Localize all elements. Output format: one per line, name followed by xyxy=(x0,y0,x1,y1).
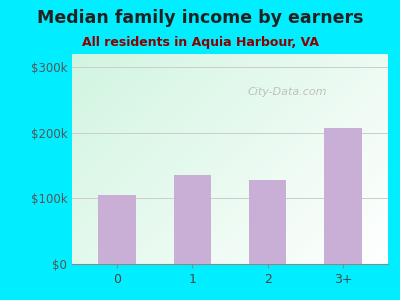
Bar xyxy=(174,176,211,264)
Bar xyxy=(324,128,362,264)
Bar xyxy=(98,195,136,264)
Text: All residents in Aquia Harbour, VA: All residents in Aquia Harbour, VA xyxy=(82,36,318,49)
Bar xyxy=(249,180,286,264)
Text: City-Data.com: City-Data.com xyxy=(247,87,327,97)
Text: Median family income by earners: Median family income by earners xyxy=(37,9,363,27)
